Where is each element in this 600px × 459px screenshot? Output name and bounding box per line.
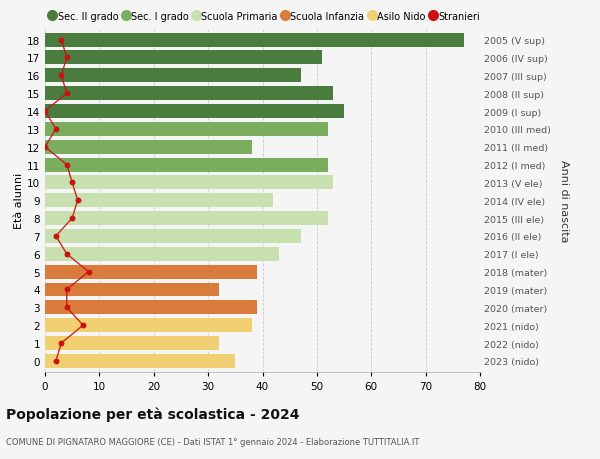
Point: [56, 37, 66, 44]
Point: [78, 322, 88, 329]
Bar: [45, 69, 301, 83]
Point: [62, 90, 71, 98]
Point: [56, 340, 66, 347]
Point: [51, 126, 61, 133]
Bar: [45, 247, 279, 261]
Point: [51, 233, 61, 240]
Y-axis label: Anni di nascita: Anni di nascita: [559, 160, 569, 242]
Bar: [45, 283, 219, 297]
Point: [84, 269, 94, 276]
Text: Popolazione per età scolastica - 2024: Popolazione per età scolastica - 2024: [6, 406, 299, 421]
Bar: [45, 105, 344, 119]
Bar: [45, 140, 251, 154]
Point: [40, 108, 50, 115]
Point: [56, 73, 66, 80]
Bar: [45, 176, 333, 190]
Bar: [45, 194, 274, 208]
Bar: [45, 301, 257, 314]
Point: [62, 251, 71, 258]
Point: [62, 286, 71, 294]
Point: [67, 215, 77, 222]
Y-axis label: Età alunni: Età alunni: [14, 173, 24, 229]
Point: [62, 162, 71, 169]
Bar: [45, 336, 219, 350]
Point: [40, 144, 50, 151]
Point: [62, 304, 71, 311]
Point: [67, 179, 77, 187]
Bar: [45, 123, 328, 136]
Point: [51, 358, 61, 365]
Bar: [45, 265, 257, 279]
Bar: [45, 158, 328, 172]
Bar: [45, 34, 464, 47]
Point: [62, 55, 71, 62]
Bar: [45, 354, 235, 368]
Bar: [45, 319, 251, 332]
Point: [73, 197, 82, 205]
Bar: [45, 87, 333, 101]
Bar: [45, 51, 322, 65]
Text: COMUNE DI PIGNATARO MAGGIORE (CE) - Dati ISTAT 1° gennaio 2024 - Elaborazione TU: COMUNE DI PIGNATARO MAGGIORE (CE) - Dati…: [6, 437, 419, 446]
Legend: Sec. II grado, Sec. I grado, Scuola Primaria, Scuola Infanzia, Asilo Nido, Stran: Sec. II grado, Sec. I grado, Scuola Prim…: [50, 11, 480, 22]
Bar: [45, 212, 328, 225]
Bar: [45, 230, 301, 243]
